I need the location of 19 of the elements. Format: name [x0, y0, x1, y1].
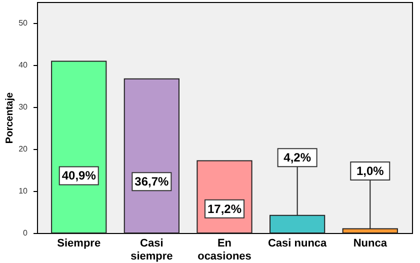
y-axis-title: Porcentaje	[4, 92, 16, 144]
bar	[51, 60, 107, 234]
y-tick-label: 20	[18, 144, 28, 154]
data-label: 4,2%	[284, 150, 312, 165]
y-tick-label: 30	[18, 102, 28, 112]
y-tick-label: 10	[18, 186, 28, 196]
data-label: 1,0%	[356, 164, 384, 178]
y-tick-label: 40	[18, 60, 28, 70]
data-label: 36,7%	[134, 174, 170, 189]
y-tick-label: 0	[23, 228, 28, 238]
x-tick-label: Nunca	[353, 238, 388, 250]
x-tick-label: En ocasiones	[198, 238, 252, 262]
x-tick-label: Siempre	[57, 238, 101, 250]
bar	[124, 78, 180, 234]
data-label: 40,9%	[62, 168, 96, 183]
data-label: 17,2%	[207, 202, 242, 216]
x-tick-label: Casi nunca	[268, 238, 328, 250]
y-tick-label: 50	[18, 18, 28, 28]
x-tick-label: Casi siempre	[130, 238, 173, 262]
